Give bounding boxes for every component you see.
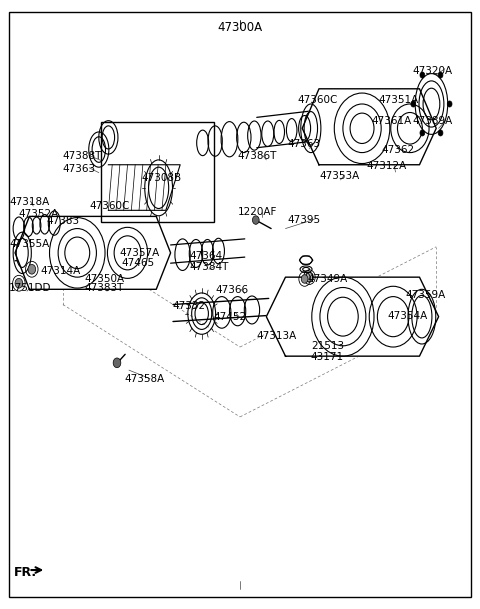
Polygon shape [108,165,180,210]
Text: 47350A: 47350A [84,274,125,284]
Text: 47363: 47363 [63,164,96,174]
Circle shape [113,358,121,368]
Text: 47452: 47452 [214,312,247,322]
Text: 47465: 47465 [122,258,155,269]
Text: 47354A: 47354A [387,311,428,320]
Polygon shape [302,89,436,165]
Text: 1220AF: 1220AF [238,207,277,217]
Text: 47360C: 47360C [89,201,130,211]
Circle shape [420,72,425,78]
Circle shape [438,72,443,78]
Text: 47389A: 47389A [413,116,453,126]
Circle shape [252,216,259,224]
Text: 47383T: 47383T [84,283,124,294]
Circle shape [306,272,313,282]
Text: 47320A: 47320A [413,66,453,76]
Text: 47361A: 47361A [372,116,412,126]
Text: 47308B: 47308B [142,172,182,183]
Text: 47383: 47383 [46,216,79,227]
Circle shape [438,130,443,136]
Text: 47353A: 47353A [319,171,359,181]
Text: 47349A: 47349A [307,274,347,284]
Text: 47318A: 47318A [9,197,49,207]
Text: 47313A: 47313A [257,331,297,340]
Text: 1751DD: 1751DD [9,283,52,294]
Text: 47360C: 47360C [298,95,338,105]
Text: 47358A: 47358A [124,375,165,384]
Text: 47363: 47363 [288,139,321,149]
Text: 47312A: 47312A [367,161,407,171]
Text: 21513: 21513 [311,341,344,351]
Text: 47300A: 47300A [217,21,263,33]
Text: 47362: 47362 [381,146,414,155]
Circle shape [447,101,452,107]
Text: 47357A: 47357A [120,248,160,258]
Text: 47384T: 47384T [190,262,229,272]
Polygon shape [15,216,170,289]
Text: 47386T: 47386T [238,152,277,161]
Text: 47366: 47366 [215,285,248,295]
Circle shape [301,275,308,283]
Polygon shape [266,277,439,356]
Text: 47355A: 47355A [9,239,49,250]
Text: 47351A: 47351A [379,95,419,105]
Text: 47395: 47395 [288,215,321,225]
Text: 47332: 47332 [172,301,205,311]
Text: 47388T: 47388T [63,152,102,161]
Text: FR.: FR. [14,566,37,579]
Text: 47364: 47364 [190,251,223,261]
Circle shape [28,264,36,274]
Circle shape [420,130,425,136]
Circle shape [411,101,416,107]
Text: 47314A: 47314A [40,266,81,276]
Text: 47352A: 47352A [19,209,59,219]
Text: 43171: 43171 [311,352,344,362]
Circle shape [15,278,23,288]
Bar [101,122,214,222]
Text: 47359A: 47359A [405,290,445,300]
